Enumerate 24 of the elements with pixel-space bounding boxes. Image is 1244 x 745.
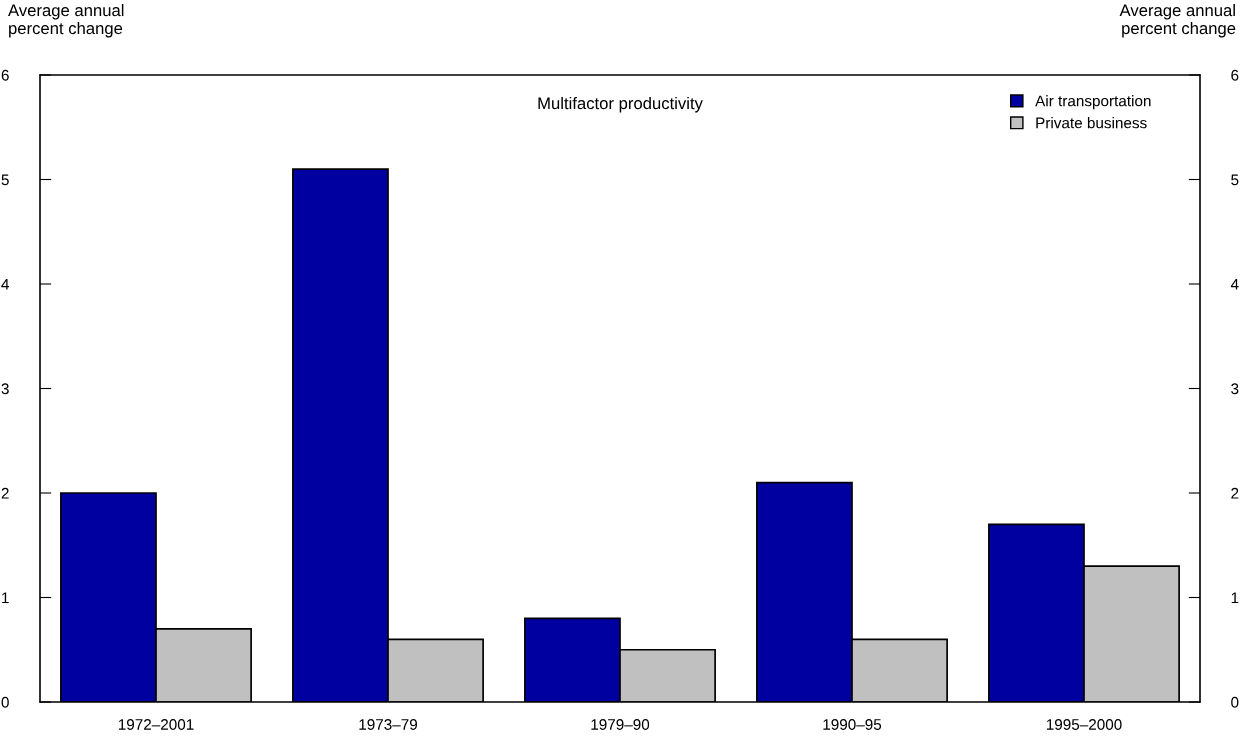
x-tick-label: 1995–2000 [1046, 719, 1122, 730]
y2-tick-label: 4 [1230, 279, 1239, 290]
x-tick-label: 1990–95 [823, 719, 882, 730]
x-tick-label: 1973–79 [359, 719, 418, 730]
y-tick-label: 6 [1, 69, 9, 81]
legend-label: Air transportation [1035, 95, 1151, 110]
x-tick-label: 1972–2001 [118, 719, 194, 730]
y2-tick-label: 5 [1231, 174, 1239, 186]
text: Multifactor productivity [538, 96, 703, 113]
y-axis-title: Average annual percent change [8, 4, 124, 38]
y-tick-label: 5 [1, 174, 9, 186]
x-tick-label: 1979–90 [591, 719, 650, 730]
y2-tick-label: 2 [1231, 487, 1239, 499]
y2-axis-title: Average annual percent change [1119, 4, 1236, 38]
y2-tick-label: 3 [1231, 383, 1239, 395]
legend-label: Private business [1036, 117, 1147, 129]
y-tick-label: 2 [1, 487, 9, 499]
y2-tick-label: 1 [1231, 592, 1239, 604]
y-tick-label: 1 [2, 592, 9, 604]
y2-tick-label: 6 [1231, 69, 1239, 81]
y-tick-label: 3 [1, 383, 9, 395]
y2-tick-label: 0 [1231, 696, 1239, 708]
y-tick-label: 4 [1, 279, 9, 290]
y-tick-label: 0 [1, 696, 9, 708]
